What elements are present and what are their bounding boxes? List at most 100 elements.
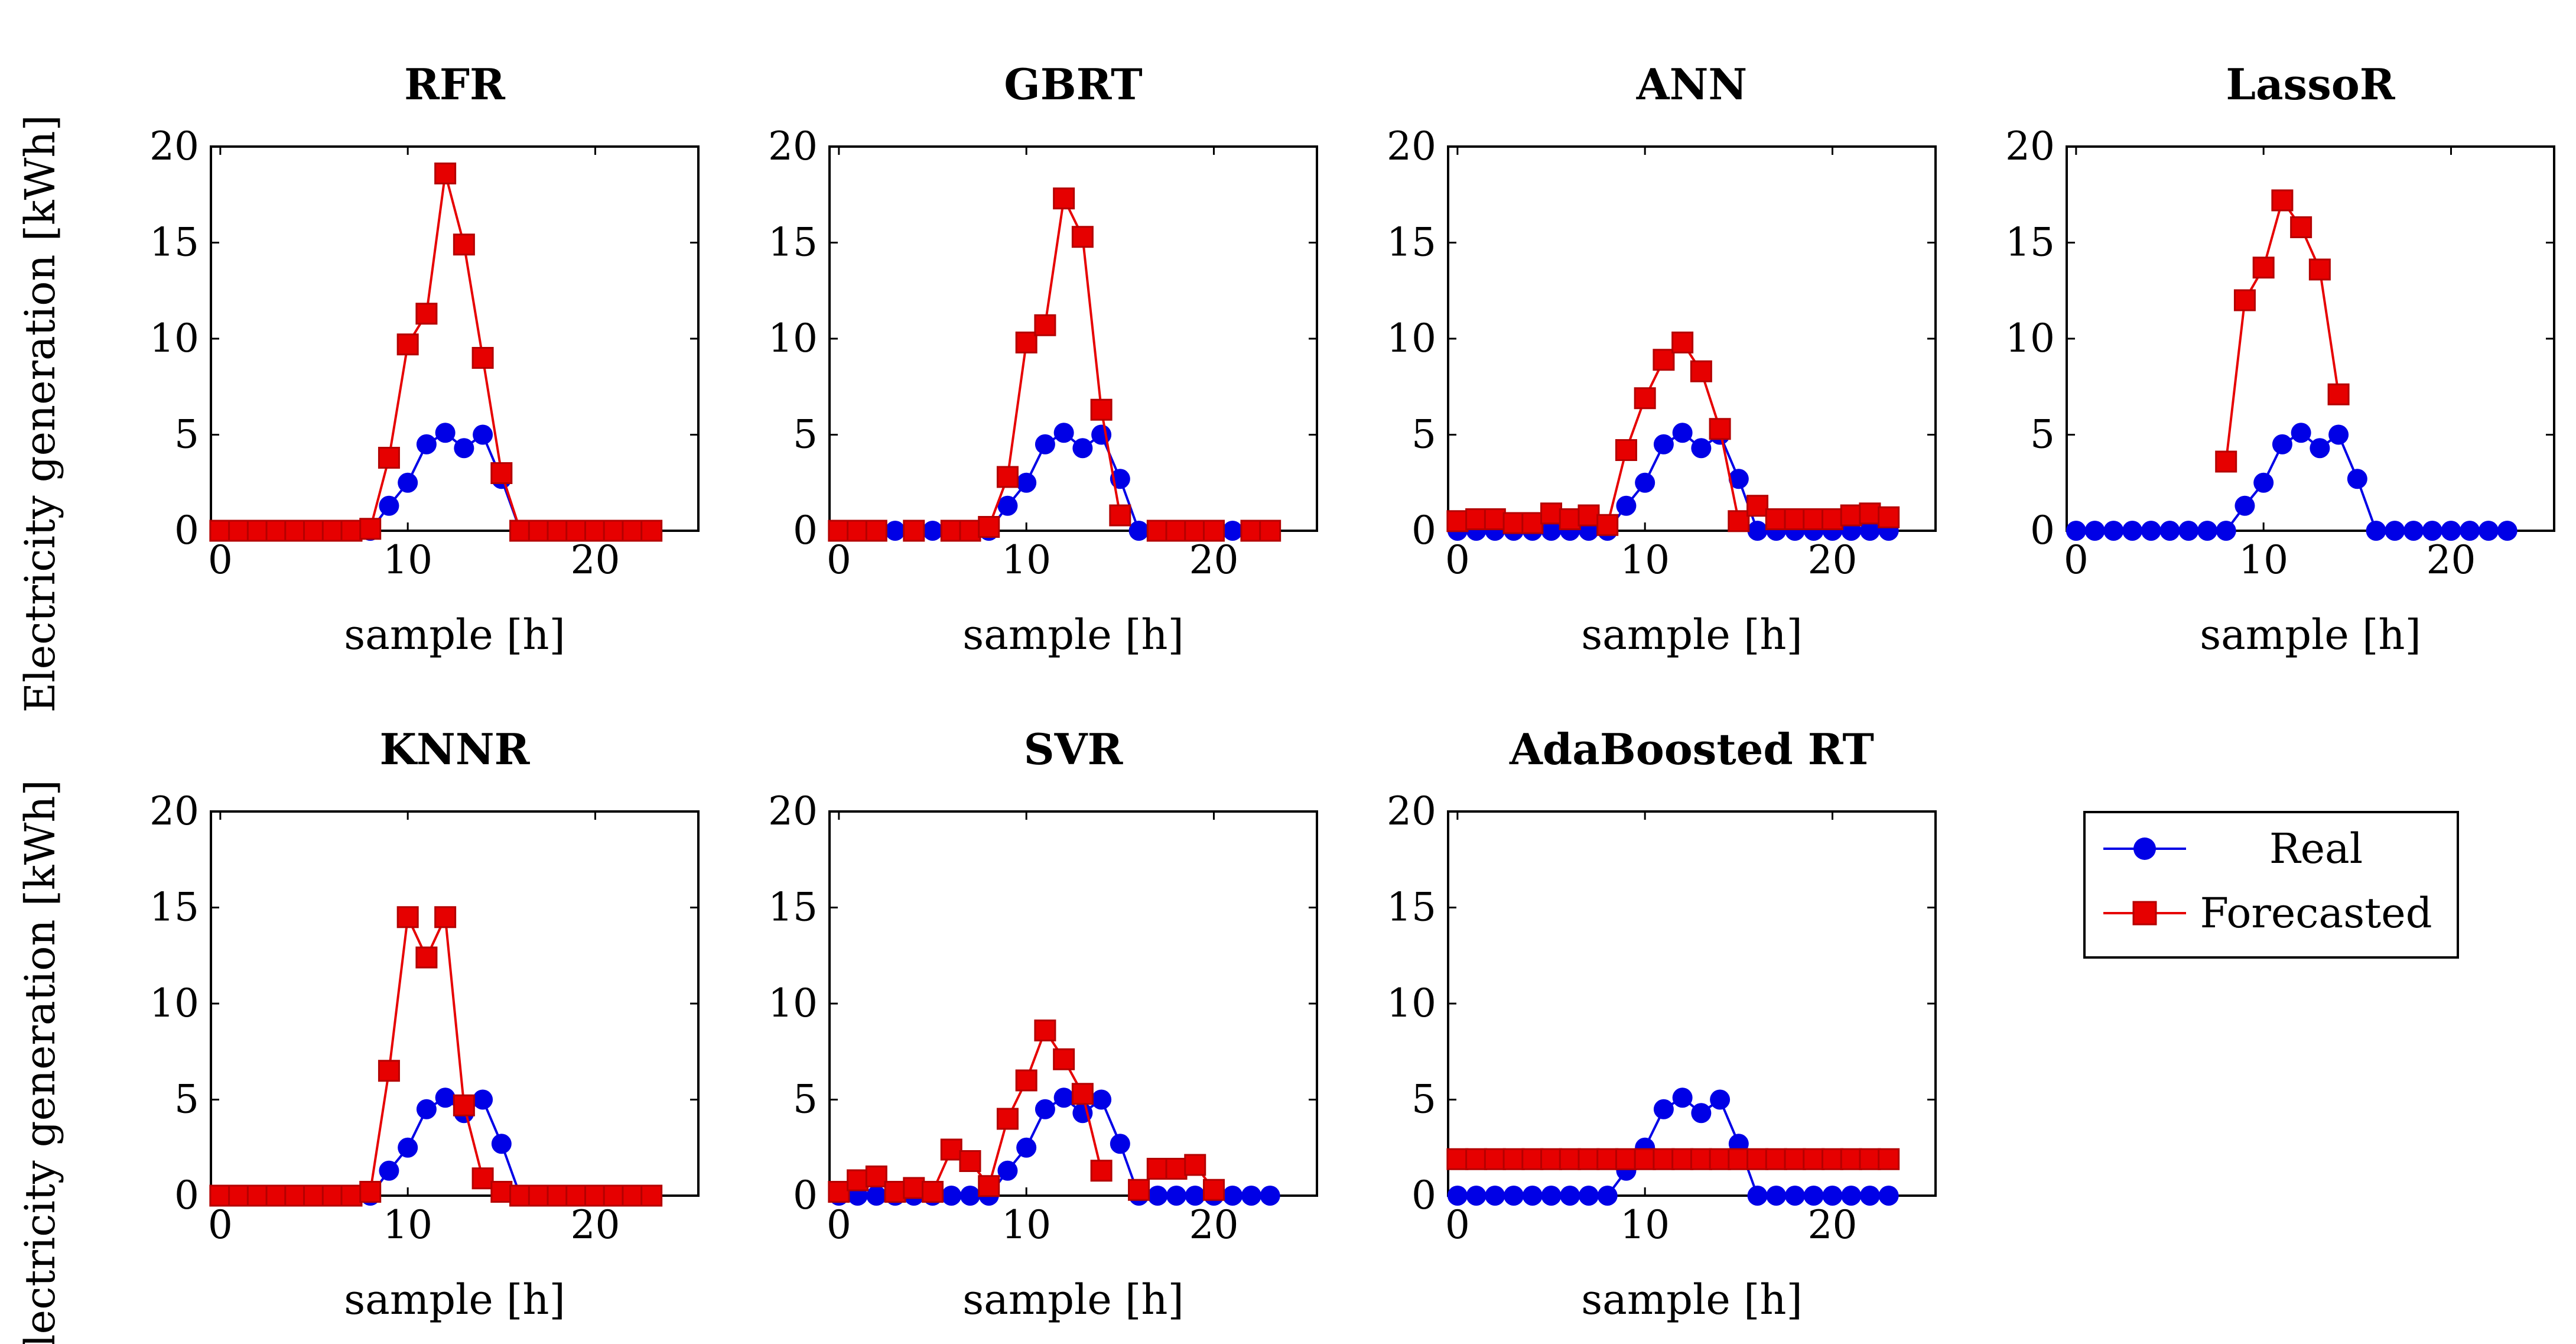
y-tick-label: 10	[1387, 316, 1436, 361]
x-tick-label: 0	[208, 537, 233, 583]
real-point	[1222, 1186, 1243, 1206]
y-tick-label: 15	[1387, 885, 1436, 930]
forecast-point	[640, 1184, 663, 1207]
real-point	[1691, 1103, 1712, 1124]
y-tick-label: 15	[768, 220, 818, 265]
legend-real-marker	[2133, 837, 2156, 860]
forecast-point	[1728, 1148, 1750, 1170]
forecast-point	[471, 347, 494, 369]
real-point	[1241, 1186, 1261, 1206]
forecast-point	[284, 1184, 307, 1207]
real-point	[435, 1087, 456, 1108]
real-point	[1466, 1186, 1487, 1206]
forecast-point	[2215, 450, 2237, 473]
forecast-point	[847, 1169, 869, 1192]
real-point	[1747, 521, 1768, 541]
real-point	[1822, 1186, 1843, 1206]
y-tick-label: 20	[149, 788, 199, 834]
real-point	[997, 495, 1018, 516]
x-tick-label: 10	[383, 1202, 432, 1248]
forecast-point	[1034, 314, 1056, 336]
forecast-point	[865, 1166, 887, 1187]
forecast-point	[359, 518, 382, 540]
real-point	[2497, 521, 2518, 541]
forecast-point	[1878, 1148, 1900, 1170]
y-tick-label: 0	[1411, 1173, 1436, 1218]
real-point	[2347, 469, 2367, 489]
forecast-point	[228, 1184, 251, 1207]
plot-frame	[2066, 145, 2555, 532]
forecast-point	[378, 447, 400, 469]
y-tick-label: 0	[174, 508, 199, 553]
real-point	[398, 1137, 418, 1158]
real-point	[2159, 521, 2180, 541]
x-tick-label: 0	[1445, 1202, 1470, 1248]
real-point	[885, 521, 906, 541]
forecast-point	[528, 520, 550, 542]
real-point	[2122, 521, 2143, 541]
real-point	[1485, 1186, 1505, 1206]
forecast-point	[490, 1181, 513, 1203]
forecast-point	[528, 1184, 550, 1207]
x-axis-label: sample [h]	[2200, 611, 2421, 659]
real-point	[2235, 495, 2255, 516]
forecast-point	[1765, 1148, 1787, 1170]
forecast-point	[1746, 1148, 1769, 1170]
forecast-point	[453, 233, 475, 256]
real-point	[2216, 521, 2236, 541]
x-axis-label: sample [h]	[962, 1275, 1184, 1324]
forecast-point	[622, 1184, 644, 1207]
forecast-point	[1690, 360, 1712, 382]
x-axis-label: sample [h]	[344, 1275, 565, 1324]
forecast-point	[415, 946, 438, 969]
y-tick-label: 10	[149, 316, 199, 361]
real-point	[1747, 1186, 1768, 1206]
forecast-point	[471, 1167, 494, 1190]
forecast-point	[847, 520, 869, 542]
forecast-point	[1184, 1154, 1206, 1176]
real-point	[2328, 424, 2349, 445]
forecast-series-line	[2224, 197, 2340, 462]
real-point	[1635, 472, 1655, 493]
real-point	[2310, 438, 2330, 459]
real-point	[2460, 521, 2480, 541]
forecast-point	[828, 1181, 850, 1203]
real-point	[1728, 469, 1749, 489]
forecast-point	[1840, 1148, 1862, 1170]
real-point	[2441, 521, 2461, 541]
x-tick-label: 0	[1445, 537, 1470, 583]
forecast-point	[1521, 512, 1544, 534]
forecast-point	[565, 1184, 588, 1207]
x-tick-label: 10	[2239, 537, 2288, 583]
forecast-point	[1240, 520, 1263, 542]
real-point	[1859, 1186, 1880, 1206]
forecast-point	[1746, 495, 1769, 517]
forecast-point	[584, 520, 606, 542]
real-point	[2084, 521, 2105, 541]
chart-title: RFR	[404, 59, 506, 109]
chart-title: LassoR	[2226, 59, 2395, 109]
real-point	[1560, 1186, 1580, 1206]
legend-forecast-marker	[2132, 901, 2157, 926]
forecast-point	[1615, 439, 1637, 461]
real-point	[997, 1160, 1018, 1181]
y-tick-label: 10	[149, 981, 199, 1026]
real-point	[1691, 438, 1712, 459]
real-point	[2141, 521, 2161, 541]
real-point	[1166, 1186, 1187, 1206]
y-tick-label: 0	[793, 1173, 818, 1218]
real-point	[1541, 521, 1562, 541]
y-tick-label: 5	[793, 412, 818, 457]
x-axis-label: sample [h]	[1581, 1275, 1803, 1324]
y-tick-label: 5	[793, 1077, 818, 1122]
forecast-point	[996, 466, 1019, 488]
chart-title: KNNR	[379, 724, 530, 774]
x-tick-label: 20	[1807, 1202, 1857, 1248]
y-tick-label: 10	[1387, 981, 1436, 1026]
real-point	[960, 1186, 980, 1206]
forecast-point	[2252, 257, 2275, 279]
x-tick-label: 20	[1189, 537, 1238, 583]
